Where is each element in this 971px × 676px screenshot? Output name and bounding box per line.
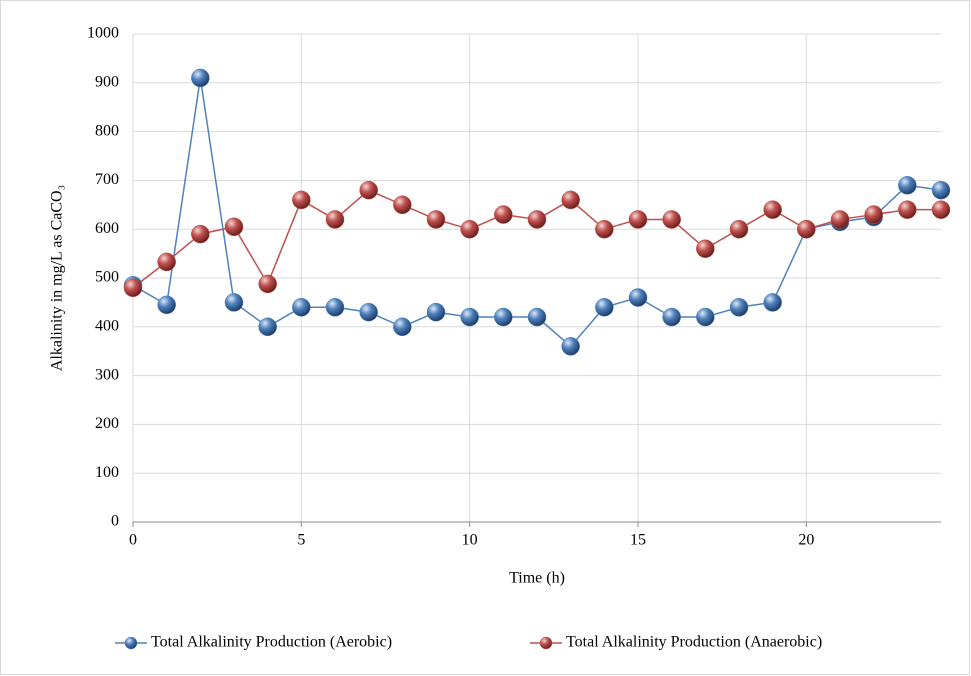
x-axis-label: Time (h)	[509, 570, 565, 587]
x-tick-label: 15	[630, 532, 646, 549]
data-point	[292, 298, 311, 317]
data-point	[224, 293, 244, 312]
data-point	[595, 298, 614, 317]
data-point	[561, 190, 580, 210]
data-point	[258, 317, 277, 337]
data-point	[797, 219, 816, 239]
data-point	[628, 288, 648, 307]
y-tick-label: 800	[95, 122, 119, 139]
data-point	[359, 302, 378, 322]
data-point	[729, 298, 749, 317]
y-tick-label: 300	[95, 366, 119, 383]
data-point	[595, 219, 614, 239]
data-point	[258, 274, 277, 294]
data-point	[729, 219, 749, 239]
data-point	[191, 68, 210, 88]
data-point	[123, 278, 143, 298]
y-tick-label: 900	[95, 73, 119, 90]
legend-label: Total Alkalinity Production (Anaerobic)	[566, 634, 822, 651]
data-point	[460, 307, 479, 327]
data-point	[460, 219, 479, 239]
y-tick-label: 1000	[87, 25, 119, 42]
y-tick-label: 500	[95, 269, 119, 286]
legend-marker	[539, 636, 553, 650]
data-point	[898, 176, 917, 195]
data-point	[696, 307, 715, 327]
data-point	[898, 200, 917, 219]
y-tick-label: 100	[95, 464, 119, 481]
data-point	[393, 317, 412, 337]
data-point	[931, 200, 951, 219]
data-point	[393, 195, 412, 215]
data-point	[224, 217, 244, 237]
data-point	[157, 295, 176, 315]
data-point	[763, 200, 782, 219]
data-point	[191, 224, 210, 244]
data-point	[561, 337, 580, 356]
data-point	[763, 293, 782, 312]
y-tick-label: 700	[95, 171, 119, 188]
data-point	[696, 239, 715, 258]
data-point	[426, 302, 446, 322]
data-point	[931, 180, 951, 200]
data-point	[359, 180, 378, 200]
data-point	[864, 205, 883, 224]
data-point	[527, 210, 547, 229]
y-tick-label: 600	[95, 220, 119, 237]
data-point	[157, 252, 176, 272]
data-point	[527, 307, 547, 327]
legend-marker	[124, 636, 138, 650]
y-tick-label: 200	[95, 415, 119, 432]
data-point	[628, 210, 648, 229]
data-point	[494, 205, 513, 224]
data-point	[292, 190, 311, 210]
y-tick-label: 0	[111, 513, 119, 530]
x-tick-label: 5	[297, 532, 305, 549]
x-tick-label: 20	[798, 532, 814, 549]
data-point	[662, 307, 681, 327]
x-tick-label: 10	[462, 532, 478, 549]
data-point	[494, 307, 513, 327]
data-point	[325, 298, 345, 317]
y-tick-label: 400	[95, 317, 119, 334]
x-tick-label: 0	[129, 532, 137, 549]
data-point	[426, 210, 446, 229]
data-point	[662, 210, 681, 229]
data-point	[325, 210, 345, 229]
y-axis-label: Alkalinity in mg/L as CaCO₃	[49, 185, 66, 371]
data-point	[830, 210, 850, 229]
legend-label: Total Alkalinity Production (Aerobic)	[151, 634, 392, 651]
